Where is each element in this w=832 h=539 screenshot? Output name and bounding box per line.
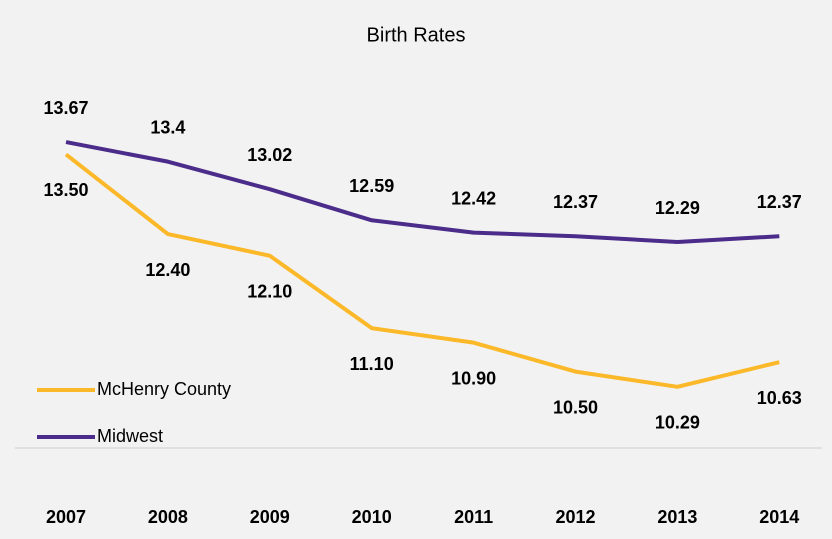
x-tick-label: 2012 xyxy=(555,507,595,527)
data-label: 13.67 xyxy=(43,98,88,118)
data-label: 13.50 xyxy=(43,180,88,200)
data-label: 10.90 xyxy=(451,368,496,388)
chart-title: Birth Rates xyxy=(367,24,466,46)
data-label: 10.50 xyxy=(553,397,598,417)
data-label: 12.59 xyxy=(349,176,394,196)
data-label: 12.29 xyxy=(655,198,700,218)
x-tick-label: 2010 xyxy=(352,507,392,527)
data-label: 10.29 xyxy=(655,413,700,433)
data-label: 12.37 xyxy=(553,192,598,212)
data-label: 12.37 xyxy=(757,192,802,212)
data-label: 12.42 xyxy=(451,188,496,208)
data-label: 13.02 xyxy=(247,145,292,165)
data-label: 13.4 xyxy=(150,117,185,137)
data-label: 11.10 xyxy=(350,354,394,374)
line xyxy=(64,152,780,389)
data-label: 12.40 xyxy=(145,260,190,280)
legend-label: Midwest xyxy=(97,426,163,446)
x-tick-label: 2014 xyxy=(759,507,799,527)
data-label: 10.63 xyxy=(757,388,802,408)
x-tick-label: 2011 xyxy=(454,507,493,527)
data-label: 12.10 xyxy=(247,282,292,302)
x-tick-label: 2009 xyxy=(250,507,290,527)
x-tick-label: 2008 xyxy=(148,507,188,527)
x-tick-label: 2007 xyxy=(46,507,86,527)
legend-label: McHenry County xyxy=(97,379,231,399)
x-tick-label: 2013 xyxy=(657,507,697,527)
line xyxy=(65,140,780,245)
